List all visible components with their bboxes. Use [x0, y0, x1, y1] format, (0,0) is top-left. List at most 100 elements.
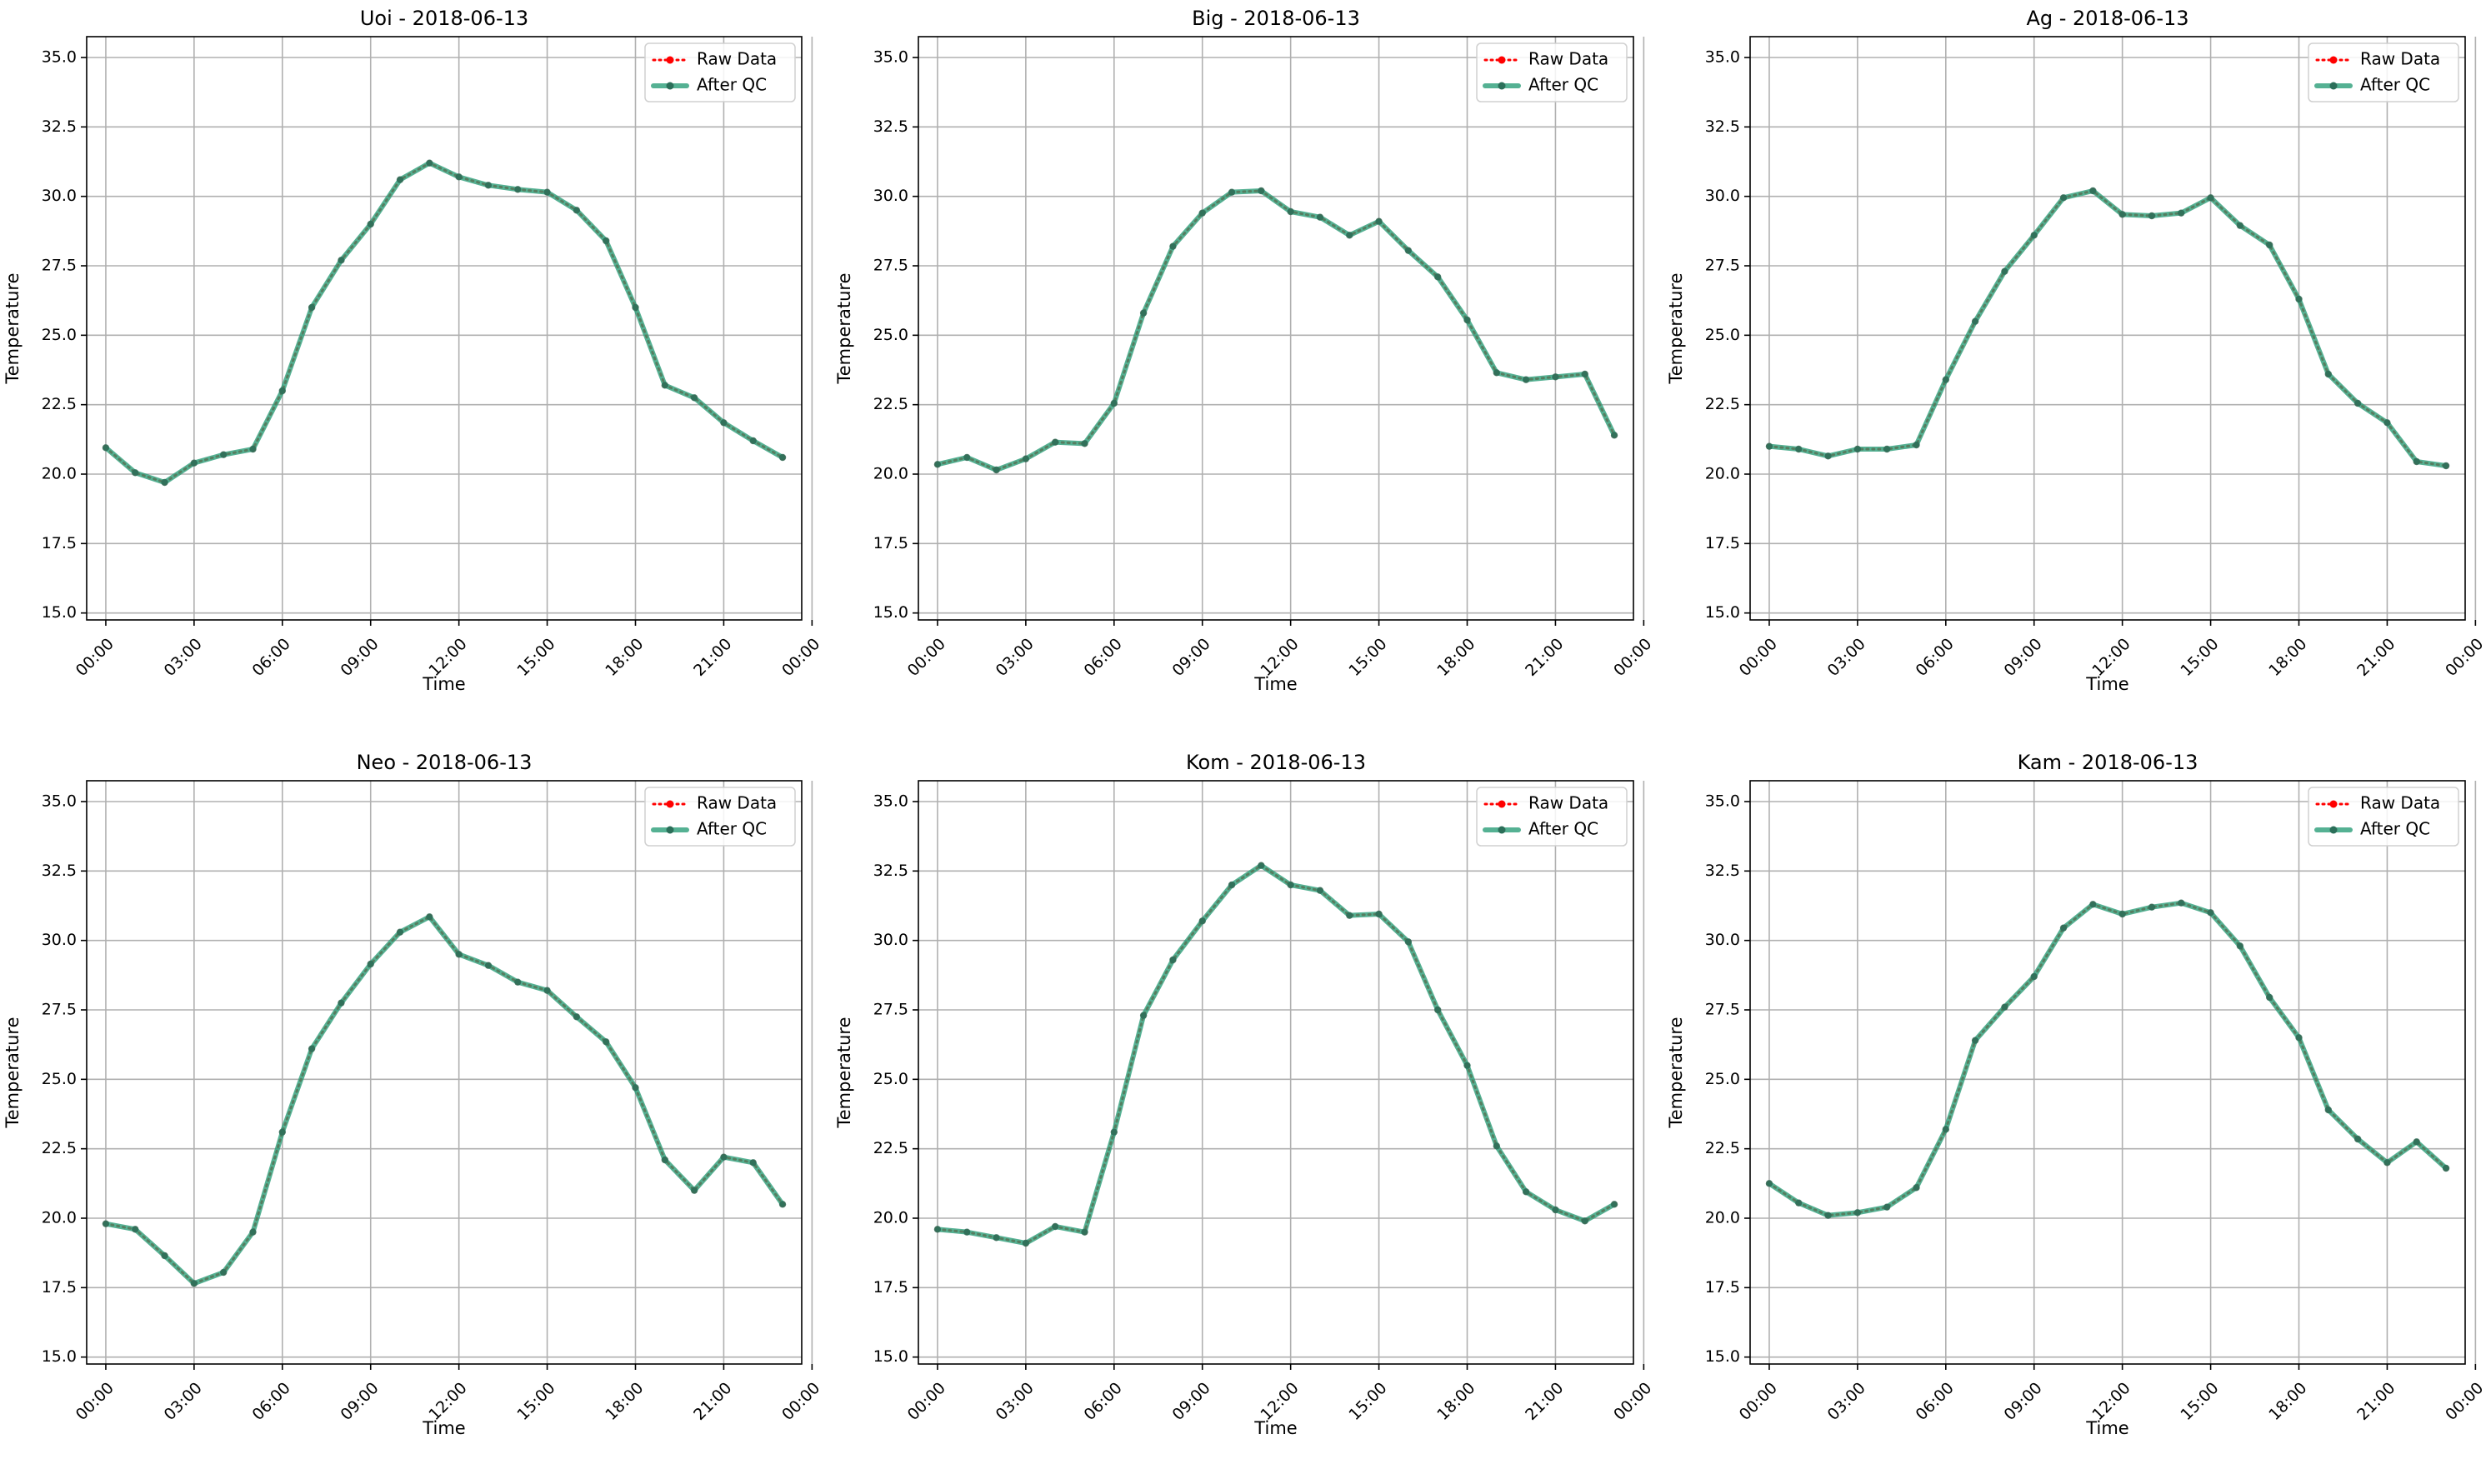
after-qc-point	[2265, 993, 2273, 1002]
after-qc-point	[1522, 1188, 1530, 1196]
axes-frame	[86, 36, 803, 621]
y-tick-label: 27.5	[42, 1001, 77, 1019]
after-qc-line	[934, 862, 1618, 1246]
after-qc-point	[1765, 442, 1773, 450]
after-qc-point	[161, 1252, 168, 1260]
y-tick-label: 17.5	[1705, 1278, 1740, 1297]
after-qc-point	[1552, 1206, 1559, 1214]
after-qc-point	[1942, 376, 1950, 383]
after-qc-point	[1110, 399, 1118, 407]
after-qc-point	[484, 962, 493, 969]
after-qc-point	[690, 394, 698, 402]
axes-frame	[918, 780, 1634, 1365]
after-qc-point	[749, 1159, 757, 1167]
after-qc-point	[249, 1228, 257, 1236]
after-qc-point	[1258, 187, 1265, 195]
after-qc-point	[690, 1187, 698, 1194]
after-qc-point	[484, 182, 493, 189]
after-qc-line	[1766, 188, 2449, 468]
y-tick-label: 30.0	[1705, 187, 1740, 205]
x-axis-label: Time	[2085, 1418, 2128, 1438]
chart-title: Uoi - 2018-06-13	[360, 7, 528, 30]
after-qc-point	[2030, 232, 2038, 239]
subplot-2: 00:00 03:00 06:00 09:00 12:00 15:00 18:00 21:00…	[834, 7, 1655, 694]
legend: Raw Data After QC	[644, 787, 796, 847]
x-axis-label: Time	[422, 1418, 465, 1438]
y-tick-label: 27.5	[873, 257, 908, 275]
after-qc-point	[1610, 1201, 1618, 1208]
legend-entry-label: After QC	[1528, 75, 1598, 95]
after-qc-point	[1581, 370, 1588, 378]
after-qc-point	[1824, 452, 1832, 460]
after-qc-point	[1169, 956, 1177, 964]
after-qc-point	[1581, 1217, 1588, 1225]
y-tick-label: 25.0	[42, 1070, 77, 1088]
after-qc-point	[2148, 212, 2156, 220]
after-qc-point	[1433, 1006, 1442, 1014]
after-qc-point	[2207, 194, 2214, 202]
y-tick-label: 15.0	[873, 1347, 908, 1366]
y-tick-label: 32.5	[42, 117, 77, 136]
after-qc-point	[190, 459, 198, 467]
plot-area	[918, 37, 1633, 620]
after-qc-point	[161, 478, 168, 487]
after-qc-point	[2324, 1106, 2333, 1114]
after-qc-point	[1287, 207, 1294, 216]
after-qc-point	[1375, 910, 1383, 918]
y-tick-label: 17.5	[42, 1278, 77, 1297]
y-tick-label: 15.0	[873, 603, 908, 622]
chart-title: Big - 2018-06-13	[1192, 7, 1360, 30]
y-tick-label: 35.0	[42, 48, 77, 67]
plot-area	[87, 37, 802, 620]
after-qc-point	[278, 1128, 287, 1136]
after-qc-point	[1795, 445, 1803, 453]
legend-marker	[2329, 82, 2338, 90]
after-qc-point	[1169, 242, 1177, 250]
legend-marker	[1498, 82, 1506, 90]
after-qc-point	[1610, 432, 1618, 439]
after-qc-point	[2353, 1135, 2362, 1143]
y-tick-label: 32.5	[873, 862, 908, 880]
after-qc-point	[2442, 462, 2450, 470]
after-qc-point	[367, 960, 374, 968]
legend-entry-label: Raw Data	[697, 49, 777, 69]
y-tick-label: 27.5	[1705, 257, 1740, 275]
subplot-5: 00:00 03:00 06:00 09:00 12:00 15:00 18:00 21:00…	[834, 751, 1655, 1438]
after-qc-point	[1022, 1239, 1030, 1247]
after-qc-point	[2178, 209, 2185, 217]
y-tick-label: 22.5	[42, 1139, 77, 1157]
axes-frame	[918, 36, 1634, 621]
legend: Raw Data After QC	[2308, 42, 2459, 102]
y-tick-label: 30.0	[873, 931, 908, 949]
legend-entry-label: After QC	[697, 75, 767, 95]
after-qc-point	[1795, 1199, 1803, 1207]
axes-frame	[1749, 780, 2466, 1365]
y-tick-label: 15.0	[1705, 603, 1740, 622]
y-tick-label: 22.5	[42, 395, 77, 413]
after-qc-point	[1316, 213, 1324, 221]
y-tick-label: 30.0	[42, 187, 77, 205]
y-tick-label: 17.5	[1705, 534, 1740, 552]
after-qc-point	[1971, 317, 1979, 325]
after-qc-point	[2089, 187, 2097, 195]
axes-frame	[1749, 36, 2466, 621]
y-tick-label: 22.5	[873, 1139, 908, 1157]
after-qc-point	[2442, 1164, 2450, 1172]
y-tick-label: 32.5	[1705, 862, 1740, 880]
plot-area	[87, 781, 802, 1364]
after-qc-point	[963, 453, 971, 462]
y-tick-label: 20.0	[42, 465, 77, 483]
after-qc-point	[720, 419, 728, 427]
y-tick-label: 22.5	[1705, 1139, 1740, 1157]
y-tick-label: 30.0	[873, 187, 908, 205]
after-qc-point	[661, 1156, 669, 1164]
subplot-6: 00:00 03:00 06:00 09:00 12:00 15:00 18:00 21:00…	[1666, 751, 2486, 1438]
after-qc-point	[778, 1201, 787, 1208]
legend-marker	[666, 826, 674, 834]
legend-marker	[666, 82, 674, 90]
after-qc-point	[993, 466, 1000, 474]
after-qc-point	[993, 1234, 1000, 1242]
y-tick-label: 30.0	[1705, 931, 1740, 949]
after-qc-point	[102, 1220, 110, 1227]
y-tick-label: 27.5	[873, 1001, 908, 1019]
